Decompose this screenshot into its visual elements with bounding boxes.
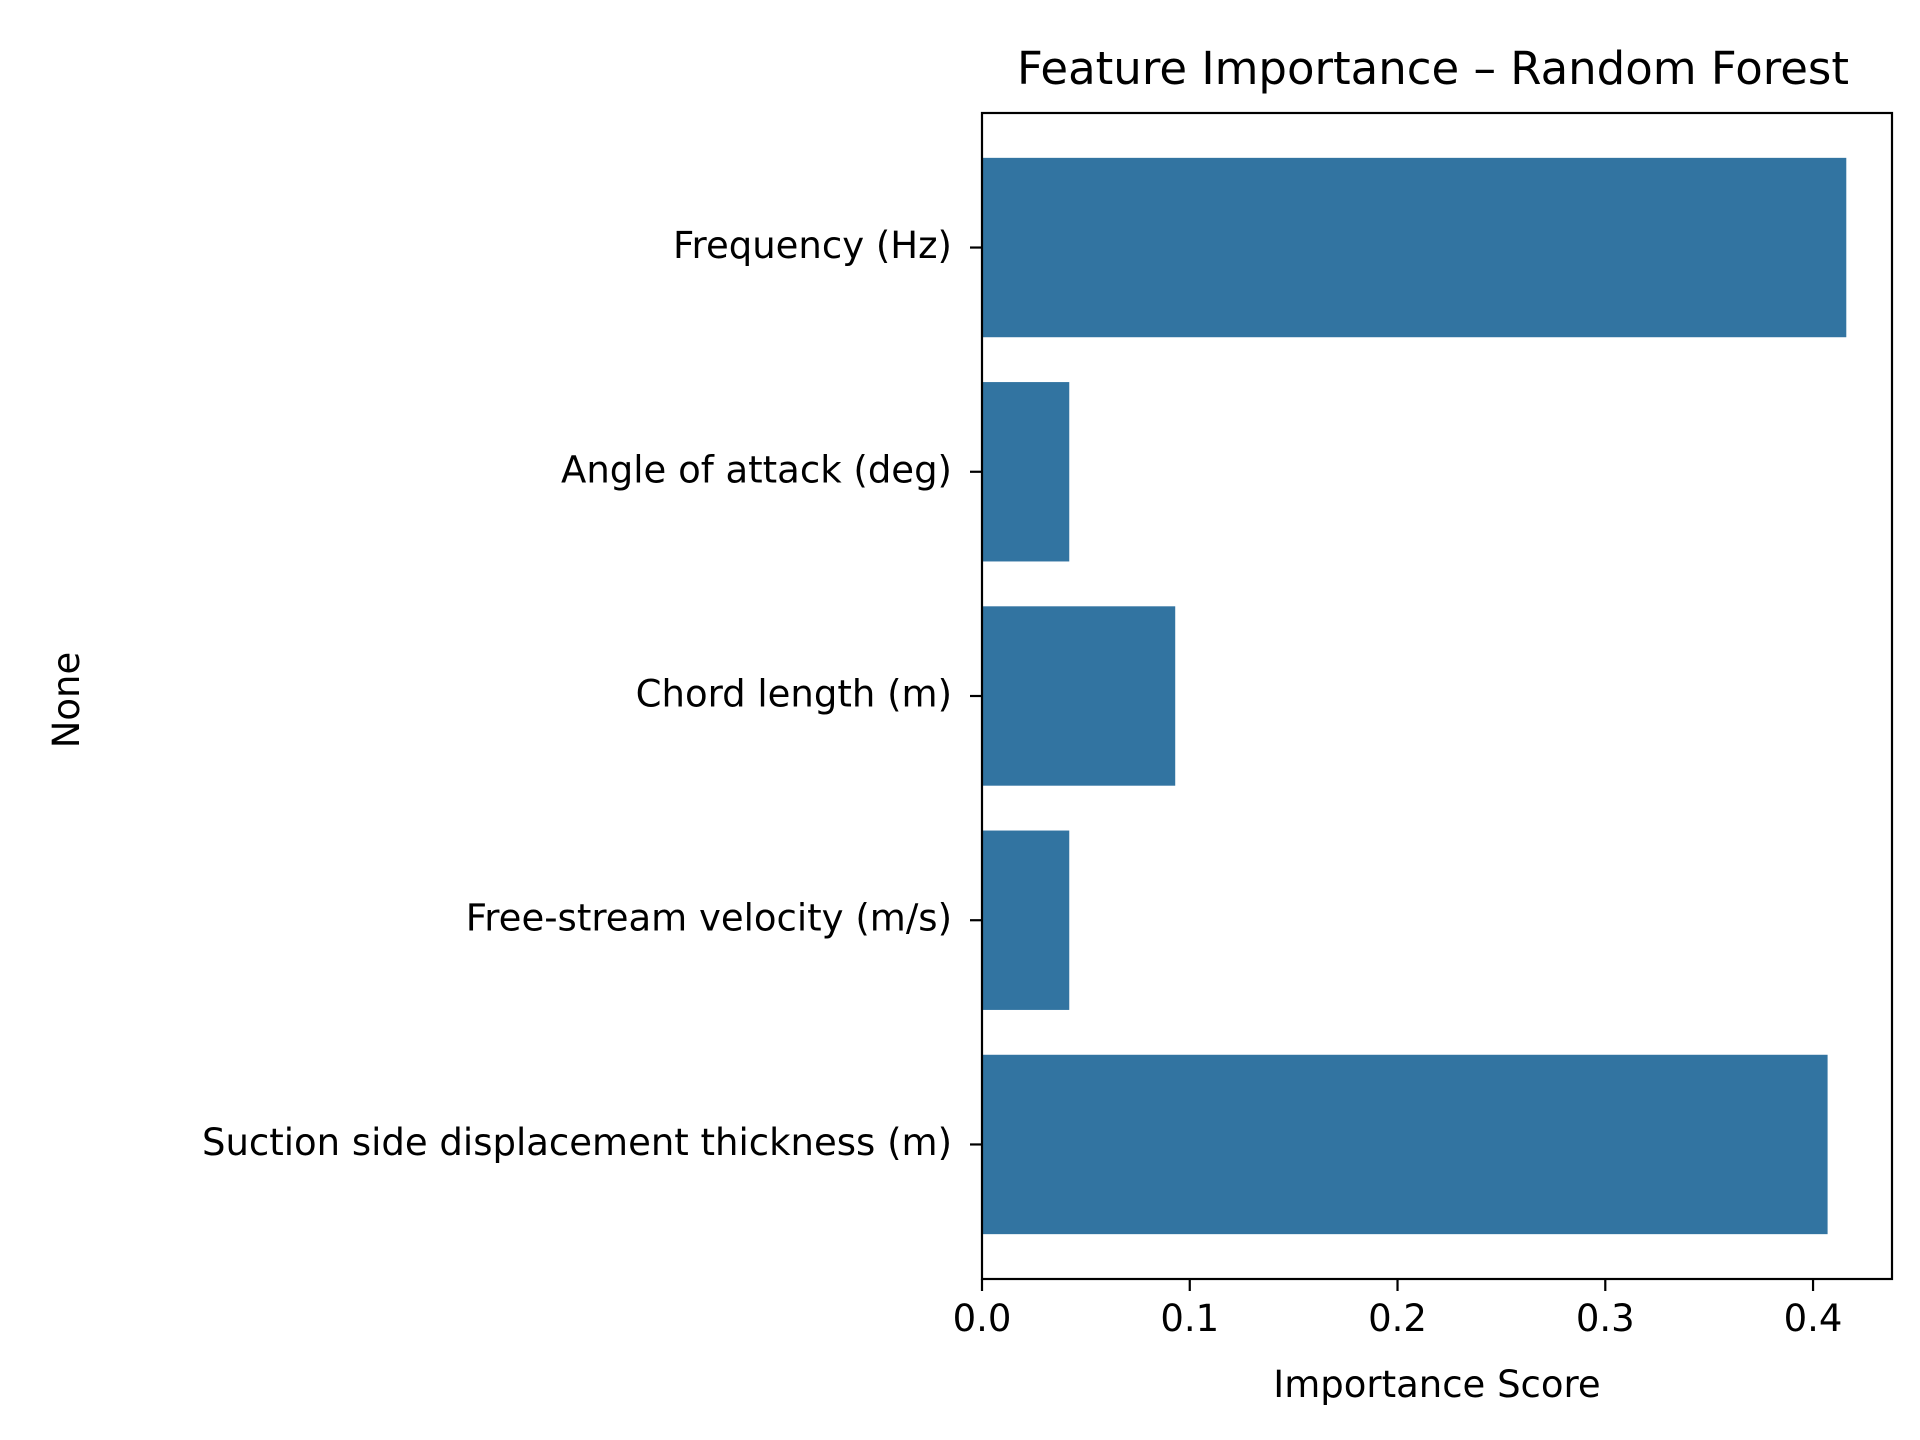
- bar-1: [982, 157, 1847, 338]
- bars-layer: [982, 157, 1847, 1235]
- y-tick-label: Free-stream velocity (m/s): [466, 897, 952, 940]
- x-axis-ticks: 0.0 0.1 0.2 0.3 0.4: [953, 1279, 1843, 1340]
- x-axis-label: Importance Score: [1273, 1363, 1600, 1406]
- x-tick-label: 0.3: [1576, 1297, 1635, 1340]
- x-tick-label: 0.2: [1368, 1297, 1427, 1340]
- y-tick-label: Chord length (m): [636, 673, 952, 716]
- x-tick-label: 0.0: [953, 1297, 1012, 1340]
- x-tick-label: 0.1: [1160, 1297, 1219, 1340]
- y-tick-label: Suction side displacement thickness (m): [202, 1121, 952, 1164]
- bar-5: [982, 1054, 1828, 1235]
- chart-title: Feature Importance – Random Forest: [1017, 42, 1849, 95]
- bar-4: [982, 830, 1070, 1010]
- y-axis-label: None: [45, 652, 88, 749]
- x-tick-label: 0.4: [1784, 1297, 1843, 1340]
- bar-3: [982, 606, 1176, 786]
- bar-2: [982, 382, 1070, 562]
- y-tick-label: Angle of attack (deg): [561, 448, 952, 491]
- y-axis-ticks: Frequency (Hz) Angle of attack (deg) Chord…: [202, 224, 982, 1164]
- y-tick-label: Frequency (Hz): [673, 224, 952, 267]
